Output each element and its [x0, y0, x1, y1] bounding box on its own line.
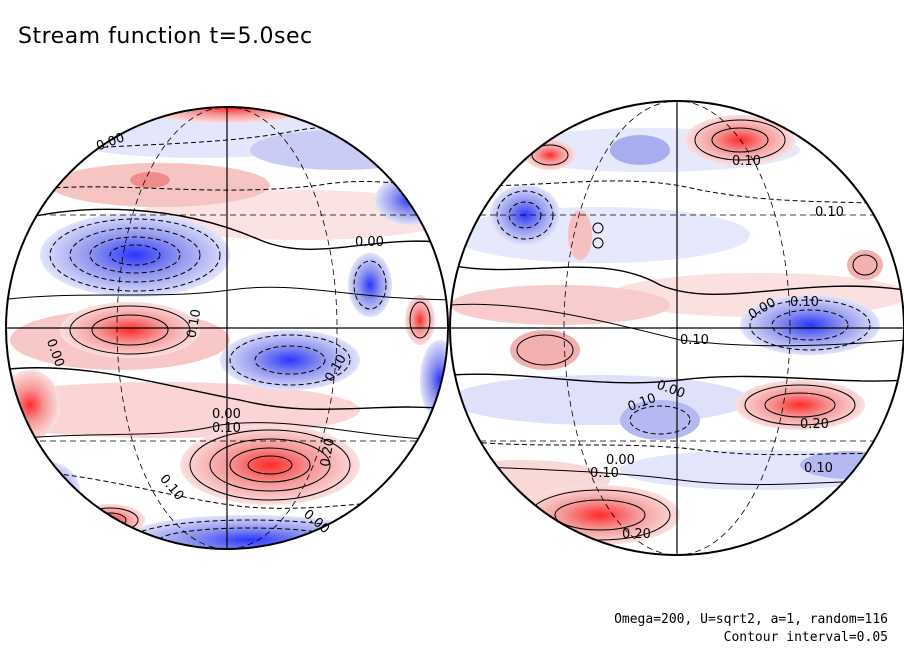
- contour-label: 0.10: [185, 308, 205, 339]
- right-hemisphere-outline: [449, 100, 904, 556]
- right-hemisphere: [450, 101, 904, 555]
- negative-cell: [6, 460, 80, 520]
- contour-label: 0.10: [680, 333, 709, 348]
- contour-label: 0.00: [212, 407, 241, 422]
- negative-cell: [420, 340, 448, 420]
- contour-interval-note: Contour interval=0.05: [723, 630, 888, 645]
- left-hemisphere-outline: [5, 106, 449, 550]
- plot-title: Stream function t=5.0sec: [18, 24, 313, 49]
- contour-label: 0.00: [355, 235, 384, 250]
- negative-cell: [120, 515, 380, 549]
- contour-label: 0.20: [318, 437, 338, 468]
- negative-cell: [740, 295, 880, 355]
- contour-label: 0.10: [815, 205, 844, 220]
- positive-cell: [75, 504, 145, 536]
- contour-label: 0.00: [606, 453, 635, 468]
- positive-cell: [180, 425, 360, 505]
- contour-label: 0.20: [622, 527, 651, 542]
- contour-label: 0.10: [212, 421, 241, 436]
- left-hemisphere: [6, 107, 448, 549]
- negative-cell: [348, 253, 392, 317]
- contour-label: 0.10: [790, 295, 819, 310]
- contour-label: 0.10: [732, 154, 761, 169]
- negative-cell: [220, 330, 360, 390]
- positive-cell: [735, 380, 865, 430]
- contour-label: 0.10: [804, 461, 833, 476]
- positive-cell: [520, 485, 680, 545]
- negative-cell: [40, 213, 230, 297]
- contour-label: 0.20: [800, 417, 829, 432]
- run-parameters: Omega=200, U=sqrt2, a=1, random=116: [614, 612, 888, 627]
- positive-cell: [60, 302, 200, 358]
- contour-label: 0.10: [590, 466, 619, 481]
